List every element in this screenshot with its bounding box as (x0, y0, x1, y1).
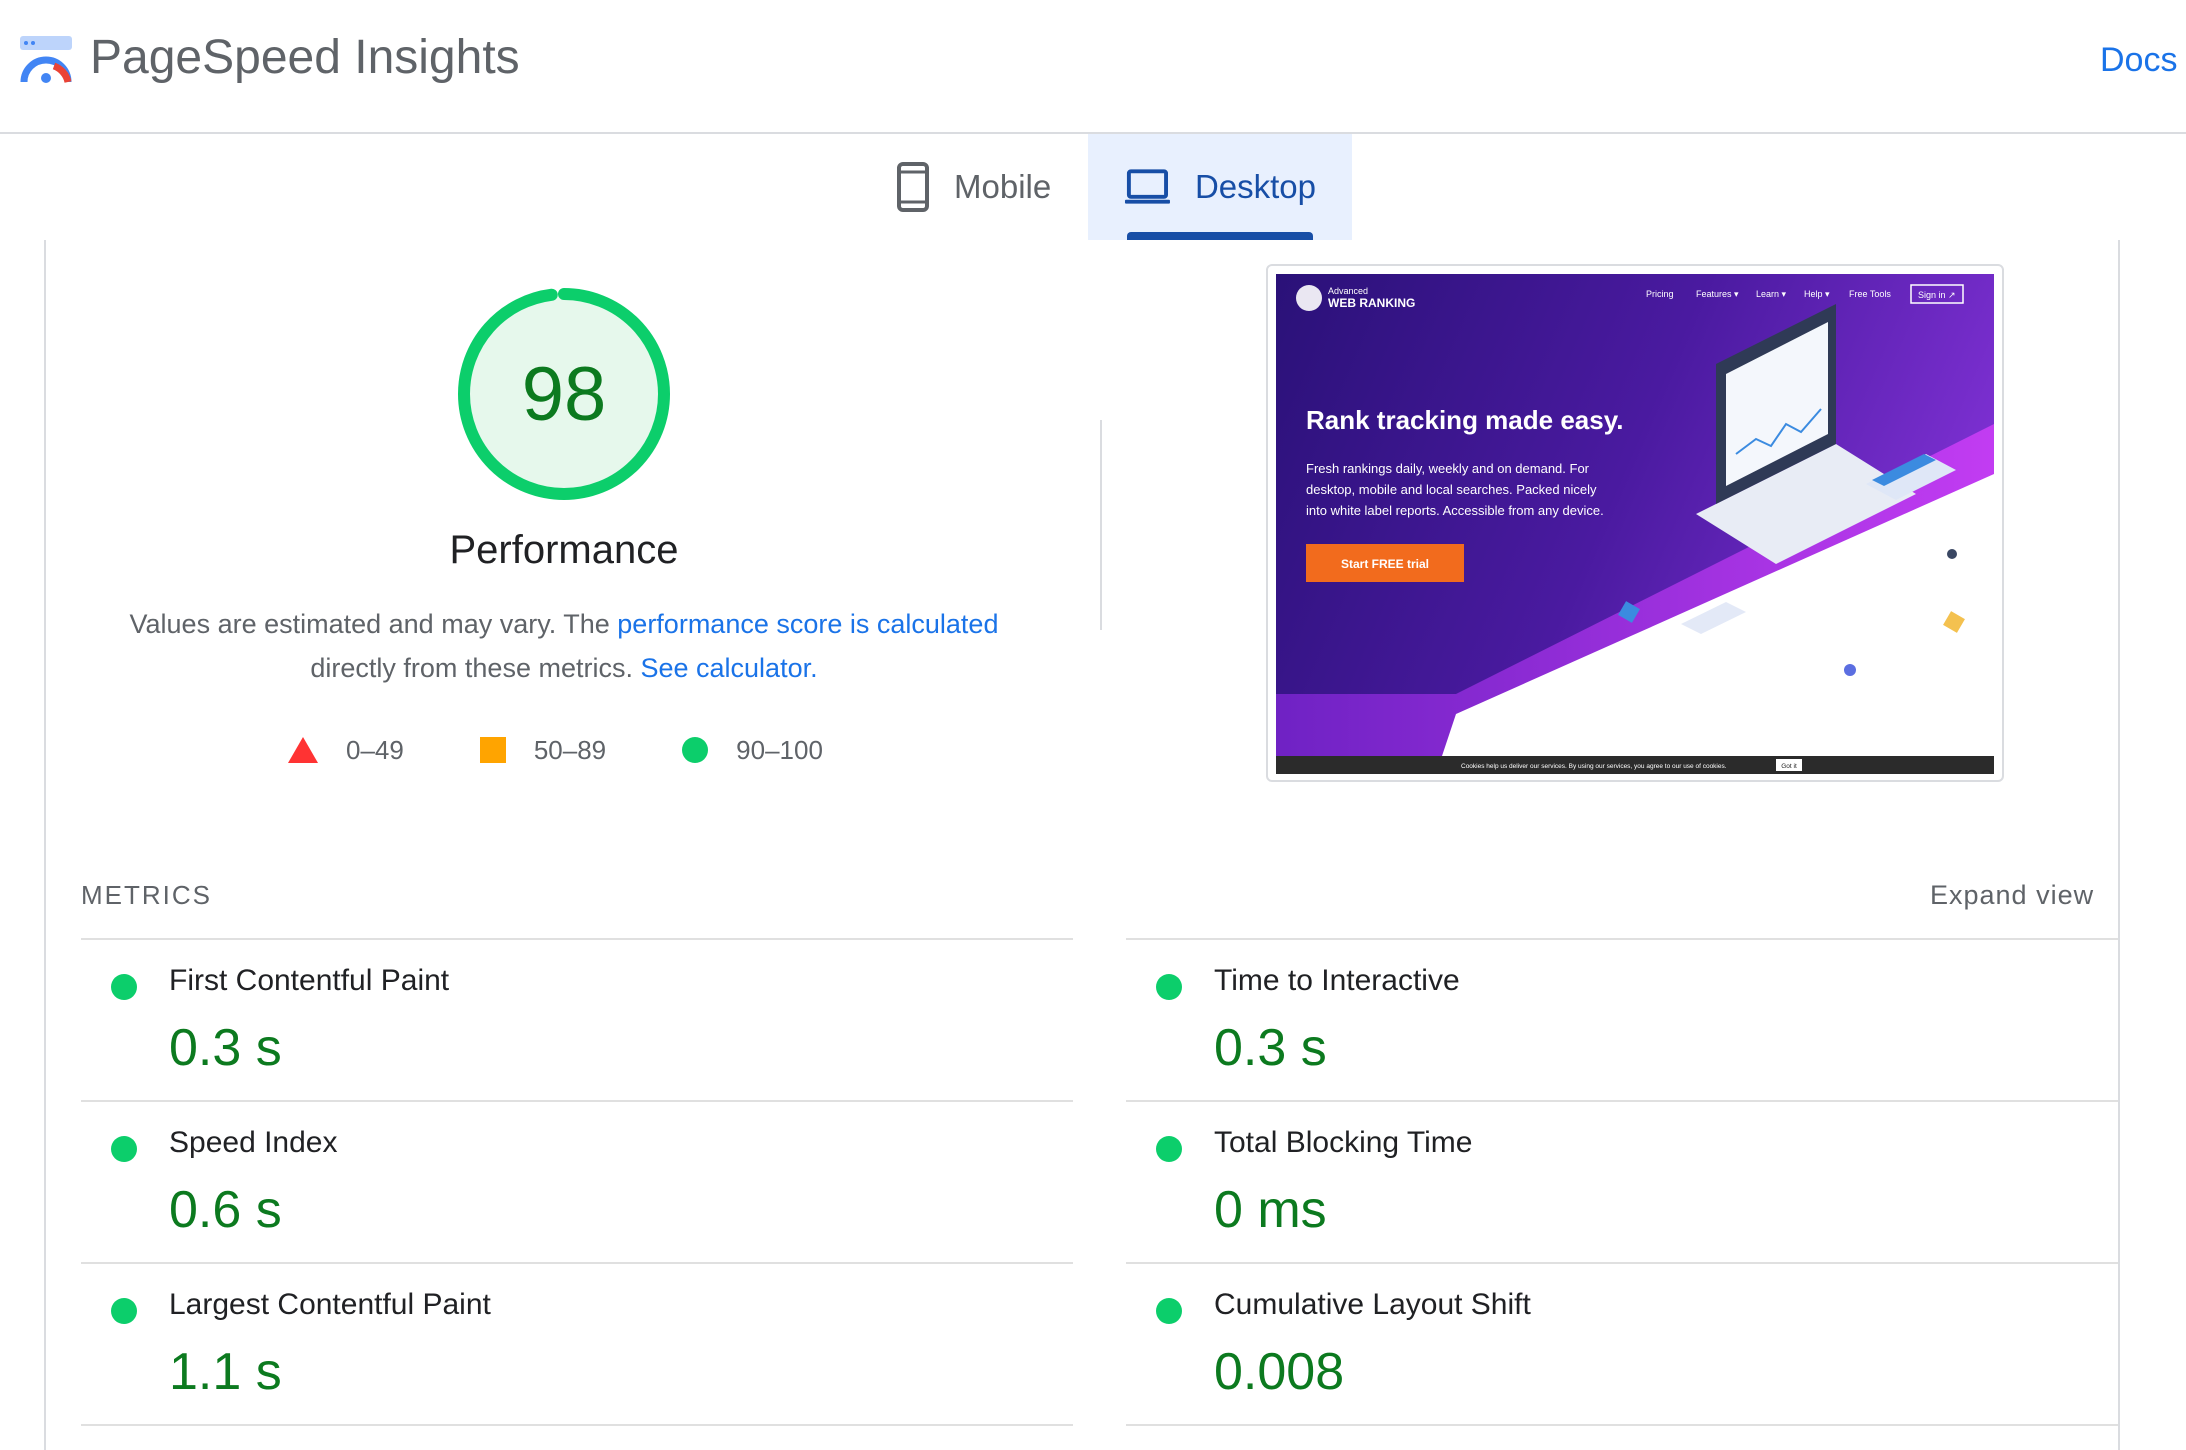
metric-label: Speed Index (169, 1126, 338, 1159)
score-calculated-link[interactable]: performance score is calculated (617, 609, 999, 639)
metrics-divider (1126, 938, 2118, 940)
metrics-divider (1126, 1424, 2118, 1426)
dot-decoration-2 (1947, 549, 1957, 559)
legend-item-average: 50–89 (479, 734, 607, 766)
pass-circle-icon (111, 974, 137, 1000)
smartphone-icon (897, 162, 929, 212)
metric-value: 0.6 s (169, 1181, 282, 1239)
laptop-icon (1124, 169, 1170, 204)
metric-value: 0.008 (1214, 1343, 1345, 1401)
pass-circle-icon (111, 1136, 137, 1162)
metric-cumulative-layout-shift[interactable]: Cumulative Layout Shift 0.008 (1126, 1264, 2116, 1426)
legend-range-fail: 0–49 (346, 734, 404, 765)
awr-cookie-btn-label: Got it (1781, 763, 1797, 770)
metrics-divider (81, 1262, 1073, 1264)
tablet (1866, 454, 1956, 500)
performance-gauge (458, 288, 670, 500)
awr-cta-label: Start FREE trial (1341, 557, 1429, 571)
metrics-divider (81, 1424, 1073, 1426)
metric-label: Time to Interactive (1214, 964, 1460, 997)
legend-item-pass: 90–100 (682, 735, 823, 766)
awr-subtext-3: into white label reports. Accessible fro… (1306, 503, 1604, 518)
score-description: Values are estimated and may vary. The p… (110, 602, 1018, 690)
final-screenshot: Advanced WEB RANKING Pricing Features ▾ … (1276, 274, 1994, 774)
cube-yellow (1943, 611, 1965, 633)
awr-nav-help: Help ▾ (1804, 289, 1830, 299)
metric-value: 1.1 s (169, 1343, 282, 1401)
legend-range-average: 50–89 (533, 734, 607, 765)
app-title[interactable]: PageSpeed Insights (90, 31, 520, 84)
tab-mobile[interactable]: Mobile (860, 134, 1088, 240)
metrics-divider (1126, 1100, 2118, 1102)
awr-cookie-btn (1776, 759, 1802, 771)
metric-value: 0.3 s (169, 1019, 282, 1077)
tab-desktop-label: Desktop (1194, 168, 1316, 205)
expand-view-toggle[interactable]: Expand view (1930, 880, 2095, 910)
docs-link[interactable]: Docs (2100, 41, 2178, 79)
pass-circle-icon (1156, 1298, 1182, 1324)
awr-brand-small: Advanced (1328, 286, 1368, 296)
cube-blue (1618, 601, 1640, 623)
awr-nav-free-tools: Free Tools (1849, 289, 1891, 299)
awr-logo-icon (1296, 285, 1322, 311)
vertical-divider (1100, 420, 1102, 630)
tablet-header (1872, 454, 1936, 486)
awr-subtext-2: desktop, mobile and local searches. Pack… (1306, 482, 1597, 497)
awr-cookie-bar (1276, 756, 1994, 774)
metrics-divider (81, 1100, 1073, 1102)
performance-label: Performance (449, 528, 679, 572)
laptop-display (1726, 322, 1828, 486)
selected-tab-indicator (1127, 232, 1313, 240)
metric-value: 0.3 s (1214, 1019, 1327, 1077)
score-legend: 0–49 50–89 90–100 (288, 732, 899, 768)
desc-middle: directly from these metrics. (310, 653, 633, 683)
legend-range-pass: 90–100 (736, 734, 823, 765)
metric-first-contentful-paint[interactable]: First Contentful Paint 0.3 s (81, 940, 1071, 1102)
app-header (0, 0, 2186, 134)
pass-circle-icon (111, 1298, 137, 1324)
metric-speed-index[interactable]: Speed Index 0.6 s (81, 1102, 1071, 1264)
metrics-divider (81, 938, 1073, 940)
metrics-heading: METRICS (81, 880, 212, 910)
gauge-background (464, 294, 664, 494)
see-calculator-link[interactable]: See calculator. (640, 653, 818, 683)
pagespeed-logo-icon[interactable] (18, 34, 74, 90)
awr-signin: Sign in ↗ (1918, 290, 1956, 300)
pass-circle-icon (682, 737, 709, 763)
awr-nav-learn: Learn ▾ (1756, 289, 1787, 299)
awr-nav-pricing: Pricing (1646, 289, 1674, 299)
metrics-divider (1126, 1262, 2118, 1264)
laptop-base (1696, 444, 1916, 564)
desc-prefix: Values are estimated and may vary. The (129, 609, 610, 639)
awr-brand-big: WEB RANKING (1328, 296, 1415, 310)
metric-largest-contentful-paint[interactable]: Largest Contentful Paint 1.1 s (81, 1264, 1071, 1426)
gauge-arc (458, 288, 670, 500)
legend-item-fail: 0–49 (288, 735, 404, 766)
report-card (44, 240, 2120, 1450)
metric-label: Cumulative Layout Shift (1214, 1288, 1531, 1321)
metric-value: 0 ms (1214, 1181, 1327, 1239)
performance-score: 98 (521, 351, 607, 437)
awr-cookie-text: Cookies help us deliver our services. By… (1461, 763, 1727, 770)
metric-label: First Contentful Paint (169, 964, 450, 997)
awr-cta-button (1306, 544, 1464, 582)
pass-circle-icon (1156, 974, 1182, 1000)
fail-triangle-icon (288, 737, 318, 763)
metric-label: Total Blocking Time (1214, 1126, 1473, 1159)
awr-signin-box (1910, 284, 1964, 304)
awr-nav-features: Features ▾ (1696, 289, 1739, 299)
tab-mobile-label: Mobile (954, 168, 1052, 205)
average-square-icon (479, 737, 506, 763)
pass-circle-icon (1156, 1136, 1182, 1162)
laptop-chart-line (1735, 408, 1822, 455)
awr-headline: Rank tracking made easy. (1306, 405, 1623, 435)
metric-total-blocking-time[interactable]: Total Blocking Time 0 ms (1126, 1102, 2116, 1264)
awr-subtext-1: Fresh rankings daily, weekly and on dema… (1306, 461, 1590, 476)
metric-time-to-interactive[interactable]: Time to Interactive 0.3 s (1126, 940, 2116, 1102)
phone (1681, 602, 1746, 634)
dot-decoration (1844, 664, 1856, 676)
metric-label: Largest Contentful Paint (169, 1288, 491, 1321)
tab-desktop[interactable]: Desktop (1088, 134, 1352, 240)
